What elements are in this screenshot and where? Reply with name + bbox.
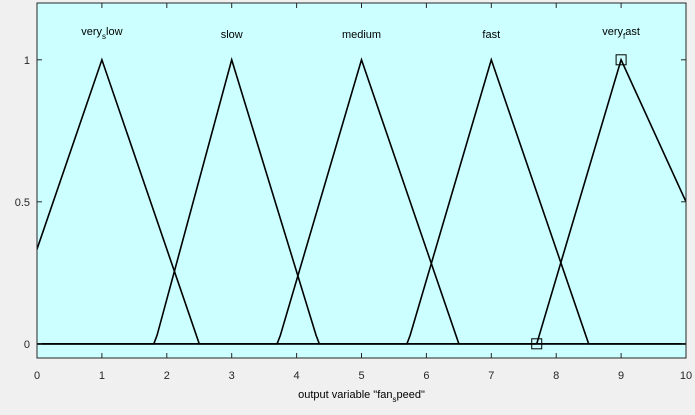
- point-markers: [531, 54, 627, 350]
- x-tick-label: 8: [553, 370, 559, 382]
- x-tick-label: 0: [34, 370, 40, 382]
- x-tick-label: 5: [358, 370, 364, 382]
- x-tick-label: 6: [423, 370, 429, 382]
- marker-0: [615, 54, 627, 66]
- marker-1: [531, 338, 543, 350]
- x-tick-label: 2: [164, 370, 170, 382]
- mf-curve-very-fast: [37, 57, 686, 345]
- y-axis-ticks: 00.51: [15, 55, 686, 351]
- x-tick-label: 10: [680, 370, 692, 382]
- x-tick-label: 1: [99, 370, 105, 382]
- x-tick-label: 7: [488, 370, 494, 382]
- x-tick-label: 4: [294, 370, 300, 382]
- x-axis-title: output variable "fanspeed": [298, 389, 425, 404]
- membership-curves: [37, 56, 686, 345]
- mf-label-medium: medium: [342, 29, 381, 41]
- x-tick-label: 3: [229, 370, 235, 382]
- mf-label-very-slow: veryslow: [81, 26, 122, 41]
- y-tick-label: 0: [24, 339, 30, 351]
- y-tick-label: 0.5: [15, 197, 30, 209]
- plot-area: [37, 3, 686, 358]
- x-tick-label: 9: [618, 370, 624, 382]
- y-tick-label: 1: [24, 55, 30, 67]
- mf-label-fast: fast: [482, 29, 500, 41]
- x-axis-ticks: 0 1 2 3 4 5 6 7 8 9 10: [34, 3, 692, 382]
- membership-labels: veryslow slow medium fast veryfast: [81, 26, 640, 41]
- mf-label-very-fast: veryfast: [602, 26, 640, 41]
- mf-label-slow: slow: [221, 29, 243, 41]
